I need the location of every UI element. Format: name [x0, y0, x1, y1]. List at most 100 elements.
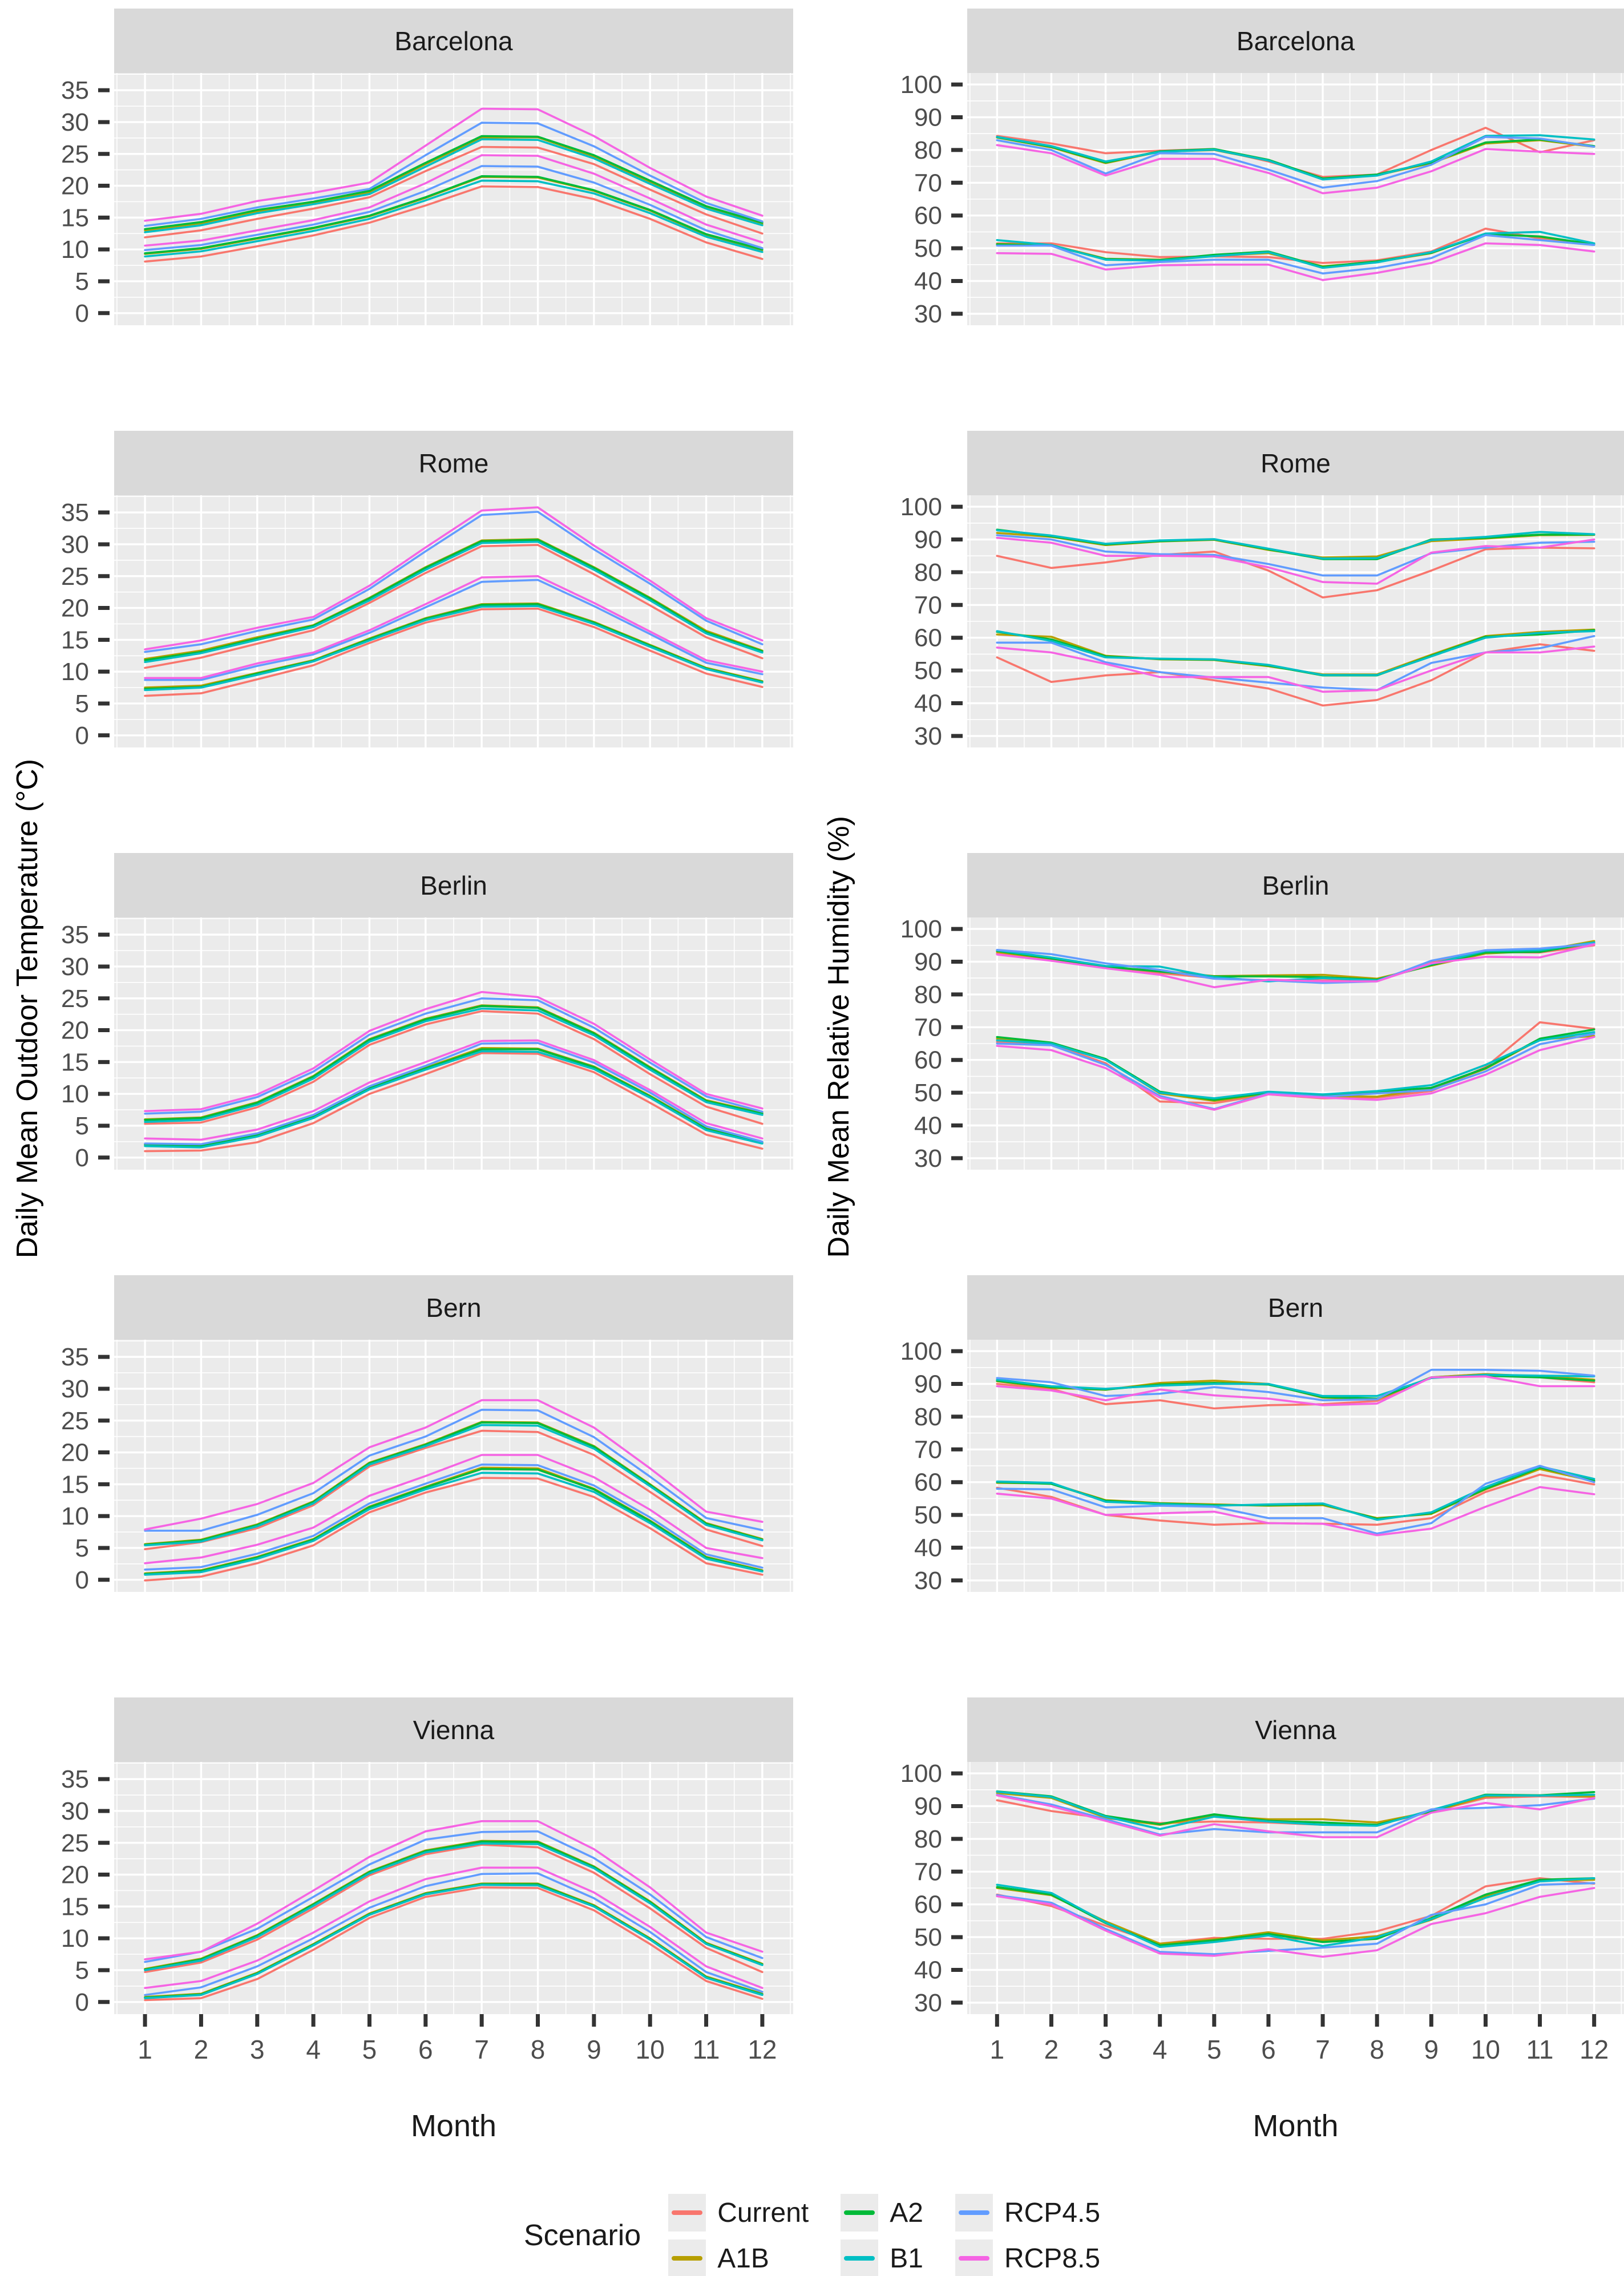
svg-text:60: 60 [914, 624, 942, 652]
svg-text:25: 25 [61, 985, 89, 1013]
svg-text:30: 30 [61, 108, 89, 136]
svg-text:25: 25 [61, 1829, 89, 1857]
svg-text:1: 1 [990, 2035, 1005, 2064]
svg-text:7: 7 [474, 2035, 489, 2064]
legend-label: B1 [890, 2243, 923, 2274]
svg-text:5: 5 [75, 268, 89, 296]
line-swatch-icon [672, 2256, 703, 2261]
legend: Scenario Current A1B A2 B1 RCP4.5 [0, 2194, 1624, 2276]
svg-text:25: 25 [61, 563, 89, 591]
svg-text:5: 5 [75, 1112, 89, 1140]
facet-title: Vienna [1255, 1715, 1336, 1745]
svg-text:70: 70 [914, 169, 942, 197]
svg-text:80: 80 [914, 1403, 942, 1431]
svg-text:6: 6 [418, 2035, 433, 2064]
humidity-plot-bern: 30 40 50 60 70 80 90 100 [900, 1340, 1624, 1592]
svg-text:50: 50 [914, 657, 942, 685]
svg-text:100: 100 [900, 1340, 942, 1365]
facet-title: Bern [1267, 1292, 1324, 1323]
svg-text:0: 0 [75, 1988, 89, 2014]
svg-text:50: 50 [914, 1079, 942, 1107]
svg-text:30: 30 [914, 300, 942, 325]
svg-text:15: 15 [61, 1470, 89, 1498]
facet-title: Berlin [420, 870, 487, 900]
svg-text:11: 11 [693, 2035, 720, 2064]
svg-text:35: 35 [61, 76, 89, 104]
legend-key [955, 2194, 993, 2231]
panel-humidity-berlin: Berlin 30 40 50 60 70 80 90 100 [867, 853, 1624, 1170]
svg-text:90: 90 [914, 948, 942, 976]
facet-strip: Vienna [967, 1697, 1624, 1762]
svg-text:10: 10 [61, 658, 89, 686]
x-axis-title-temperature: Month [410, 2109, 497, 2143]
svg-text:100: 100 [900, 73, 942, 99]
svg-text:8: 8 [1370, 2035, 1384, 2064]
facet-strip: Rome [114, 431, 793, 495]
facet-strip: Vienna [114, 1697, 793, 1762]
facet-strip: Barcelona [967, 9, 1624, 73]
svg-text:5: 5 [362, 2035, 377, 2064]
svg-text:30: 30 [61, 1797, 89, 1825]
svg-text:90: 90 [914, 1792, 942, 1820]
svg-text:30: 30 [61, 1375, 89, 1403]
panel-temperature-vienna: Vienna 0 5 10 15 20 25 30 35 [34, 1697, 793, 2014]
svg-text:11: 11 [1526, 2035, 1554, 2064]
svg-text:50: 50 [914, 1501, 942, 1529]
svg-text:90: 90 [914, 1370, 942, 1398]
facet-title: Rome [418, 448, 489, 478]
svg-text:20: 20 [61, 1017, 89, 1045]
svg-text:35: 35 [61, 921, 89, 949]
svg-text:3: 3 [250, 2035, 265, 2064]
svg-text:30: 30 [61, 531, 89, 559]
svg-text:20: 20 [61, 1439, 89, 1467]
svg-text:40: 40 [914, 1112, 942, 1140]
svg-text:12: 12 [748, 2035, 777, 2064]
legend-key [955, 2239, 993, 2276]
svg-text:0: 0 [75, 722, 89, 747]
svg-text:3: 3 [1098, 2035, 1113, 2064]
facet-strip: Berlin [114, 853, 793, 917]
panel-temperature-berlin: Berlin 0 5 10 15 20 25 30 35 [34, 853, 793, 1170]
svg-text:60: 60 [914, 202, 942, 230]
legend-key [841, 2239, 879, 2276]
svg-text:12: 12 [1579, 2035, 1609, 2064]
svg-text:6: 6 [1261, 2035, 1276, 2064]
temperature-plot-rome: 0 5 10 15 20 25 30 35 [61, 495, 793, 747]
svg-text:15: 15 [61, 626, 89, 654]
temperature-plot-bern: 0 5 10 15 20 25 30 35 [61, 1340, 793, 1592]
legend-label: A2 [890, 2197, 923, 2228]
svg-text:30: 30 [914, 722, 942, 747]
humidity-plot-vienna: 30 40 50 60 70 80 90 100 [900, 1762, 1624, 2014]
svg-text:0: 0 [75, 300, 89, 325]
legend-item-a1b: A1B [668, 2239, 809, 2276]
svg-text:4: 4 [306, 2035, 321, 2064]
svg-text:15: 15 [61, 1048, 89, 1076]
svg-text:25: 25 [61, 140, 89, 168]
legend-title: Scenario [523, 2219, 641, 2252]
svg-text:50: 50 [914, 235, 942, 262]
svg-text:100: 100 [900, 917, 942, 943]
svg-text:2: 2 [194, 2035, 209, 2064]
svg-text:90: 90 [914, 525, 942, 553]
svg-text:10: 10 [61, 236, 89, 264]
svg-text:10: 10 [1471, 2035, 1500, 2064]
legend-key [841, 2194, 879, 2231]
facet-title: Bern [426, 1292, 482, 1323]
svg-text:40: 40 [914, 1956, 942, 1984]
svg-text:20: 20 [61, 172, 89, 200]
y-axis-title-humidity: Daily Mean Relative Humidity (%) [822, 816, 855, 1258]
svg-text:50: 50 [914, 1923, 942, 1951]
svg-text:60: 60 [914, 1891, 942, 1919]
humidity-plot-barcelona: 30 40 50 60 70 80 90 100 [900, 73, 1624, 325]
line-swatch-icon [672, 2210, 703, 2215]
svg-text:2: 2 [1044, 2035, 1059, 2064]
svg-text:40: 40 [914, 690, 942, 718]
panel-humidity-vienna: Vienna 30 40 50 60 70 80 90 100 [867, 1697, 1624, 2014]
x-axis-temperature: 1 2 3 4 5 6 7 8 9 10 11 12 [138, 2014, 777, 2064]
svg-text:4: 4 [1153, 2035, 1167, 2064]
legend-label: A1B [717, 2243, 769, 2274]
svg-text:5: 5 [75, 1534, 89, 1562]
svg-text:60: 60 [914, 1046, 942, 1074]
svg-text:5: 5 [75, 690, 89, 718]
svg-text:90: 90 [914, 103, 942, 131]
